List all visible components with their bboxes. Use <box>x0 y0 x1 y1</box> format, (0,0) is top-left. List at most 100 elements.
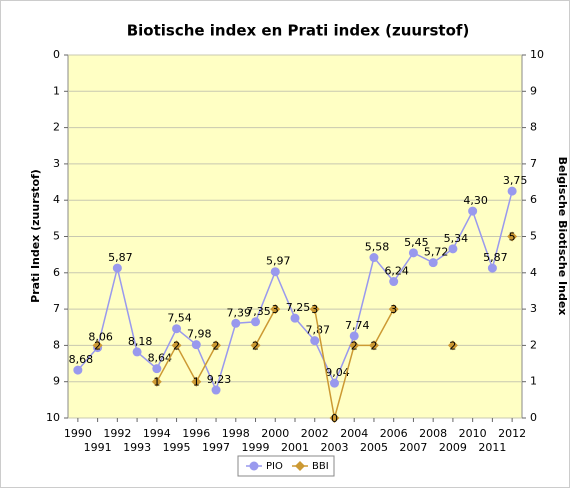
point <box>329 413 340 423</box>
data-label: 5,87 <box>483 251 508 264</box>
data-label: 7,87 <box>305 324 330 337</box>
point <box>152 364 162 374</box>
point <box>172 324 182 334</box>
data-label: 7,25 <box>286 301 311 314</box>
y2-tick-label: 10 <box>530 48 544 61</box>
x-tick-label: 2003 <box>320 441 348 454</box>
point <box>231 318 241 328</box>
point <box>388 304 399 315</box>
x-tick-label: 1993 <box>123 441 151 454</box>
data-label: 9,23 <box>207 373 232 386</box>
x-tick-label: 2006 <box>380 427 408 440</box>
point <box>270 267 280 277</box>
y-tick-label: 0 <box>53 48 60 61</box>
point <box>368 340 379 351</box>
data-label: 8,18 <box>128 335 153 348</box>
y2-tick-label: 4 <box>530 266 537 279</box>
data-label: 5,72 <box>424 246 449 259</box>
point <box>408 248 418 258</box>
data-label: 7,54 <box>167 312 192 325</box>
data-label: 2 <box>213 339 220 352</box>
point <box>171 340 182 351</box>
point <box>290 313 300 323</box>
point <box>468 206 478 216</box>
legend-label: BBI <box>312 461 329 472</box>
point <box>73 365 83 375</box>
point <box>191 376 202 387</box>
data-label: 3 <box>272 303 279 316</box>
x-tick-label: 2012 <box>498 427 526 440</box>
y-tick-label: 2 <box>53 121 60 134</box>
point <box>309 304 320 315</box>
y-tick-label: 10 <box>46 411 60 424</box>
data-label: 0 <box>331 412 338 425</box>
point <box>389 277 399 287</box>
y2-tick-label: 1 <box>530 375 537 388</box>
y-tick-label: 7 <box>53 302 60 315</box>
y-tick-label: 6 <box>53 266 60 279</box>
chart-title: Biotische index en Prati index (zuurstof… <box>127 22 470 40</box>
data-label: 4,30 <box>463 194 488 207</box>
data-label: 2 <box>370 339 377 352</box>
data-label: 7,74 <box>345 319 370 332</box>
y-tick-label: 4 <box>53 193 60 206</box>
point <box>448 244 458 254</box>
y2-tick-label: 5 <box>530 230 537 243</box>
y-tick-label: 9 <box>53 375 60 388</box>
x-tick-label: 2005 <box>360 441 388 454</box>
data-label: 5,34 <box>444 232 469 245</box>
data-label: 5,58 <box>365 241 390 254</box>
data-label: 8,06 <box>88 331 113 344</box>
point <box>191 340 201 350</box>
point <box>92 340 103 351</box>
point <box>270 304 281 315</box>
y2-tick-label: 8 <box>530 121 537 134</box>
y2-tick-label: 6 <box>530 193 537 206</box>
x-tick-label: 1992 <box>103 427 131 440</box>
point <box>310 336 320 346</box>
y2-tick-label: 2 <box>530 338 537 351</box>
y-tick-label: 5 <box>53 230 60 243</box>
x-tick-label: 1990 <box>64 427 92 440</box>
y-tick-label: 1 <box>53 84 60 97</box>
point <box>211 340 222 351</box>
point <box>251 317 261 327</box>
data-label: 1 <box>153 376 160 389</box>
legend-box <box>237 455 335 477</box>
point <box>250 340 261 351</box>
x-tick-label: 2001 <box>281 441 309 454</box>
legend-marker <box>249 461 259 471</box>
y2-tick-label: 7 <box>530 157 537 170</box>
data-label: 2 <box>449 339 456 352</box>
x-tick-label: 2002 <box>301 427 329 440</box>
y2-axis-label: Belgische Biotische Index <box>556 157 569 316</box>
x-tick-label: 2010 <box>459 427 487 440</box>
data-label: 2 <box>351 339 358 352</box>
data-label: 1 <box>193 376 200 389</box>
point <box>132 347 142 357</box>
point <box>507 186 517 196</box>
point <box>369 253 379 263</box>
data-label: 8,64 <box>148 352 173 365</box>
x-tick-label: 1997 <box>202 441 230 454</box>
point <box>507 231 518 242</box>
data-label: 5 <box>509 231 516 244</box>
x-tick-label: 2008 <box>419 427 447 440</box>
point <box>349 331 359 341</box>
data-label: 3 <box>311 303 318 316</box>
data-label: 5,87 <box>108 251 133 264</box>
legend-marker <box>295 461 305 471</box>
point <box>447 340 458 351</box>
x-tick-label: 1995 <box>163 441 191 454</box>
point <box>151 376 162 387</box>
x-tick-label: 2009 <box>439 441 467 454</box>
x-tick-label: 1994 <box>143 427 171 440</box>
y-tick-label: 8 <box>53 338 60 351</box>
x-tick-label: 1998 <box>222 427 250 440</box>
x-tick-label: 2000 <box>261 427 289 440</box>
x-tick-label: 1991 <box>84 441 112 454</box>
y2-tick-label: 3 <box>530 302 537 315</box>
data-label: 7,35 <box>246 305 271 318</box>
data-label: 2 <box>94 339 101 352</box>
legend-label: PIO <box>266 461 283 472</box>
